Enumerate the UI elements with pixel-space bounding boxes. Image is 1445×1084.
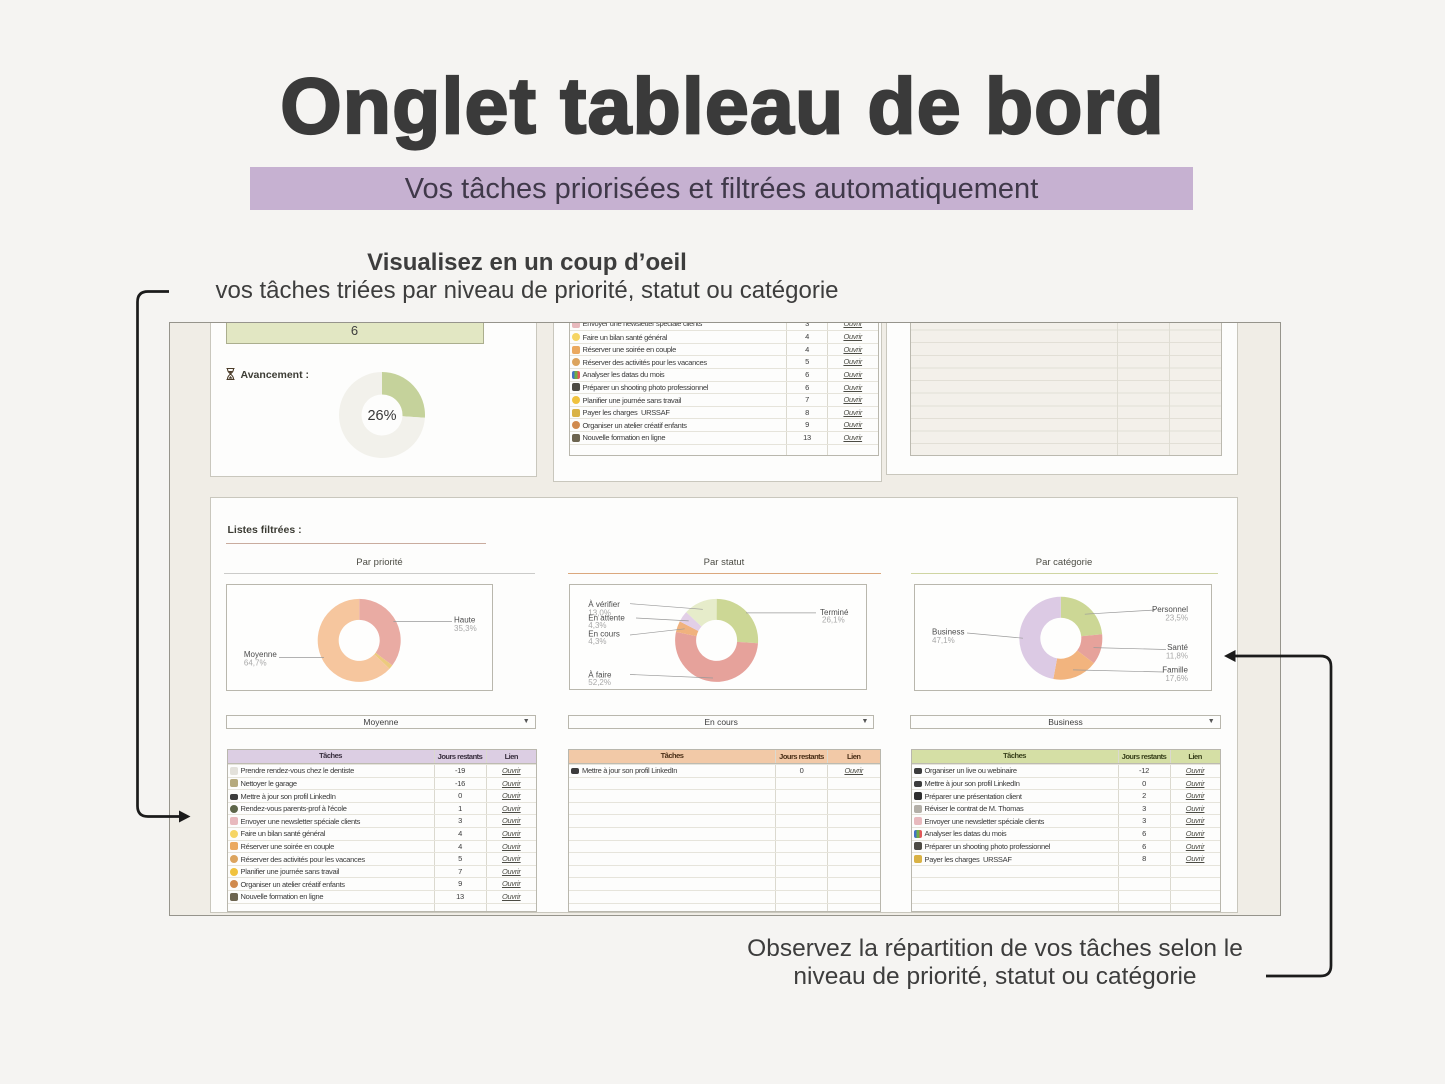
svg-text:En attente: En attente — [589, 613, 626, 622]
svg-text:17,6%: 17,6% — [1166, 674, 1189, 683]
svg-text:Haute: Haute — [454, 615, 476, 624]
svg-text:52,2%: 52,2% — [589, 678, 612, 687]
svg-text:11,8%: 11,8% — [1166, 651, 1188, 660]
svg-text:64,7%: 64,7% — [244, 658, 267, 667]
svg-text:4,3%: 4,3% — [589, 637, 607, 646]
svg-text:23,5%: 23,5% — [1166, 613, 1189, 622]
svg-text:En cours: En cours — [589, 629, 621, 638]
svg-text:Terminé: Terminé — [820, 608, 849, 617]
svg-text:Famille: Famille — [1163, 665, 1189, 674]
svg-text:13,0%: 13,0% — [589, 608, 612, 617]
svg-text:Moyenne: Moyenne — [244, 650, 277, 659]
svg-text:26,1%: 26,1% — [822, 615, 845, 624]
svg-text:À faire: À faire — [589, 670, 613, 679]
svg-text:4,3%: 4,3% — [589, 621, 607, 630]
svg-text:Business: Business — [932, 627, 964, 636]
svg-text:26%: 26% — [367, 408, 396, 424]
svg-text:47,1%: 47,1% — [932, 636, 955, 645]
svg-text:À vérifier: À vérifier — [589, 600, 621, 609]
svg-text:35,3%: 35,3% — [454, 624, 477, 633]
svg-text:Personnel: Personnel — [1152, 605, 1188, 614]
svg-text:Santé: Santé — [1167, 643, 1188, 652]
